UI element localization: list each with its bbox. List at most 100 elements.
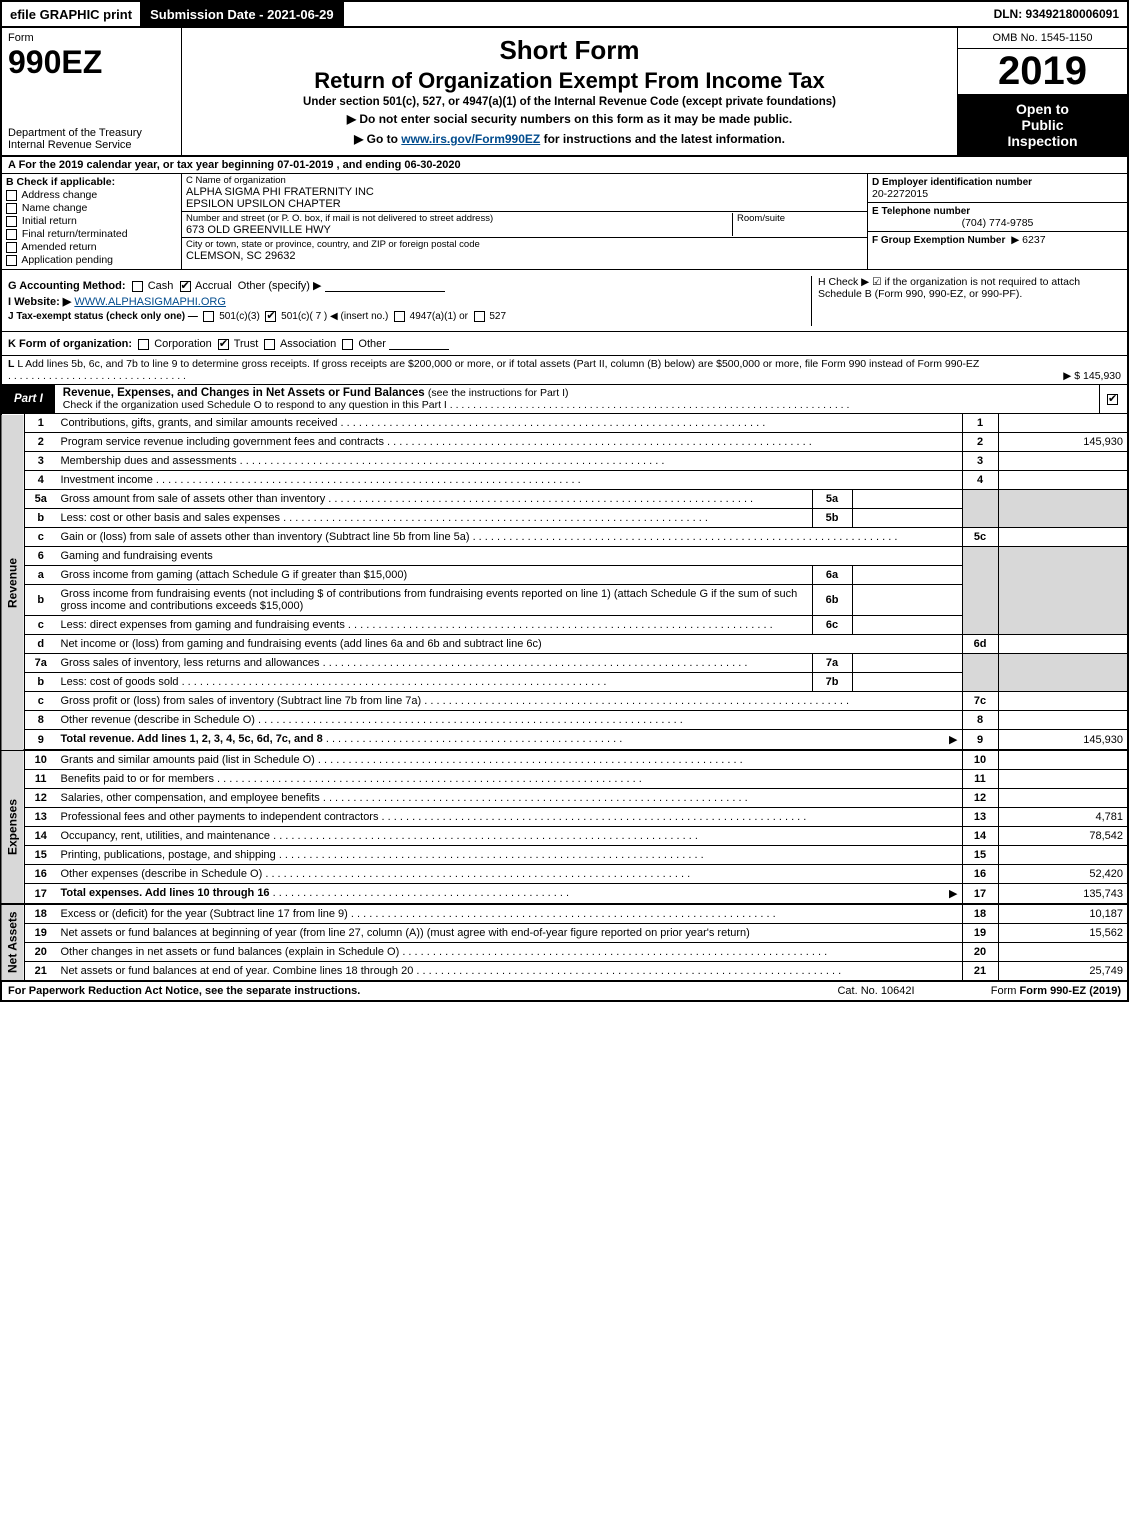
b-column: B Check if applicable: Address change Na… [2, 174, 182, 269]
street-value: 673 OLD GREENVILLE HWY [186, 224, 728, 236]
line-7c: c Gross profit or (loss) from sales of i… [1, 692, 1128, 711]
part1-table: Revenue 1 Contributions, gifts, grants, … [0, 414, 1129, 982]
d-label: D Employer identification number [872, 177, 1032, 188]
chk-assoc[interactable] [264, 339, 275, 350]
line-13: 13 Professional fees and other payments … [1, 808, 1128, 827]
chk-4947[interactable] [394, 311, 405, 322]
city-label: City or town, state or province, country… [186, 239, 863, 250]
line-17: 17 Total expenses. Add lines 10 through … [1, 884, 1128, 905]
open-line1: Open to [960, 101, 1125, 117]
part1-title: Revenue, Expenses, and Changes in Net As… [55, 385, 1099, 413]
open-line2: Public [960, 117, 1125, 133]
chk-501c3[interactable] [203, 311, 214, 322]
netassets-side-label: Net Assets [1, 904, 25, 981]
line-12: 12 Salaries, other compensation, and emp… [1, 789, 1128, 808]
submission-date-button[interactable]: Submission Date - 2021-06-29 [142, 2, 344, 26]
d-ein-row: D Employer identification number 20-2272… [868, 174, 1127, 203]
chk-527[interactable] [474, 311, 485, 322]
chk-address-change[interactable]: Address change [6, 189, 177, 201]
form-number: 990EZ [8, 44, 175, 81]
expenses-side-label: Expenses [1, 750, 25, 904]
city-value: CLEMSON, SC 29632 [186, 250, 863, 262]
part1-header: Part I Revenue, Expenses, and Changes in… [0, 385, 1129, 414]
c-street-row: Number and street (or P. O. box, if mail… [182, 212, 867, 238]
line-7b: b Less: cost of goods sold 7b [1, 673, 1128, 692]
l-row: L L Add lines 5b, 6c, and 7b to line 9 t… [0, 356, 1129, 385]
c-city-row: City or town, state or province, country… [182, 238, 867, 263]
row-a-tax-year: A For the 2019 calendar year, or tax yea… [0, 157, 1129, 174]
chk-initial-return[interactable]: Initial return [6, 215, 177, 227]
open-line3: Inspection [960, 133, 1125, 149]
chk-final-return[interactable]: Final return/terminated [6, 228, 177, 240]
page-footer: For Paperwork Reduction Act Notice, see … [0, 982, 1129, 1002]
line-20: 20 Other changes in net assets or fund b… [1, 943, 1128, 962]
b-label: B Check if applicable: [6, 176, 177, 188]
k-line: K Form of organization: Corporation Trus… [8, 337, 1121, 350]
revenue-side-label: Revenue [1, 414, 25, 750]
c-column: C Name of organization ALPHA SIGMA PHI F… [182, 174, 867, 269]
line-14: 14 Occupancy, rent, utilities, and maint… [1, 827, 1128, 846]
k-block: K Form of organization: Corporation Trus… [0, 332, 1129, 356]
form990ez-link[interactable]: www.irs.gov/Form990EZ [401, 132, 540, 146]
e-label: E Telephone number [872, 206, 970, 217]
g-other-blank[interactable] [325, 279, 445, 292]
part1-schedule-o-check[interactable] [1099, 385, 1127, 413]
street-label: Number and street (or P. O. box, if mail… [186, 213, 728, 224]
line-6c: c Less: direct expenses from gaming and … [1, 616, 1128, 635]
paperwork-notice: For Paperwork Reduction Act Notice, see … [8, 985, 811, 997]
k-other-blank[interactable] [389, 337, 449, 350]
header-right: OMB No. 1545-1150 2019 Open to Public In… [957, 28, 1127, 155]
l-text: L Add lines 5b, 6c, and 7b to line 9 to … [17, 358, 979, 370]
part1-tab: Part I [2, 385, 55, 413]
room-label: Room/suite [737, 213, 863, 224]
line-5c: c Gain or (loss) from sale of assets oth… [1, 528, 1128, 547]
chk-corp[interactable] [138, 339, 149, 350]
line-21: 21 Net assets or fund balances at end of… [1, 962, 1128, 982]
phone-value: (704) 774-9785 [872, 217, 1123, 229]
goto-note: ▶ Go to www.irs.gov/Form990EZ for instru… [190, 132, 949, 146]
goto-prefix: ▶ Go to [354, 132, 401, 146]
dept-treasury: Department of the Treasury [8, 127, 175, 139]
line-19: 19 Net assets or fund balances at beginn… [1, 924, 1128, 943]
chk-cash[interactable] [132, 281, 143, 292]
line-6b: b Gross income from fundraising events (… [1, 585, 1128, 616]
c-name-label: C Name of organization [186, 175, 863, 186]
return-title: Return of Organization Exempt From Incom… [190, 68, 949, 94]
goto-suffix: for instructions and the latest informat… [540, 132, 785, 146]
efile-print-button[interactable]: efile GRAPHIC print [2, 2, 142, 26]
chk-other-org[interactable] [342, 339, 353, 350]
f-value: ▶ 6237 [1011, 234, 1045, 246]
bf-block: B Check if applicable: Address change Na… [0, 174, 1129, 270]
chk-amended-return[interactable]: Amended return [6, 241, 177, 253]
f-label: F Group Exemption Number [872, 235, 1005, 246]
cat-no: Cat. No. 10642I [811, 985, 941, 997]
website-link[interactable]: WWW.ALPHASIGMAPHI.ORG [74, 296, 226, 308]
e-phone-row: E Telephone number (704) 774-9785 [868, 203, 1127, 232]
ein-value: 20-2272015 [872, 188, 928, 200]
chk-trust[interactable] [218, 339, 229, 350]
d-column: D Employer identification number 20-2272… [867, 174, 1127, 269]
form-header: Form 990EZ Department of the Treasury In… [0, 28, 1129, 157]
top-bar: efile GRAPHIC print Submission Date - 20… [0, 0, 1129, 28]
org-name-2: EPSILON UPSILON CHAPTER [186, 198, 863, 210]
part1-note: Check if the organization used Schedule … [63, 399, 850, 411]
chk-501c[interactable] [265, 311, 276, 322]
chk-name-change[interactable]: Name change [6, 202, 177, 214]
open-public-inspection: Open to Public Inspection [958, 95, 1127, 155]
line-7a: 7a Gross sales of inventory, less return… [1, 654, 1128, 673]
line-3: 3 Membership dues and assessments 3 [1, 452, 1128, 471]
short-form-title: Short Form [190, 35, 949, 66]
tax-year: 2019 [958, 49, 1127, 95]
line-1: Revenue 1 Contributions, gifts, grants, … [1, 414, 1128, 433]
line-10: Expenses 10 Grants and similar amounts p… [1, 750, 1128, 770]
f-group-row: F Group Exemption Number ▶ 6237 [868, 232, 1127, 269]
header-left: Form 990EZ Department of the Treasury In… [2, 28, 182, 155]
line-8: 8 Other revenue (describe in Schedule O)… [1, 711, 1128, 730]
line-6: 6 Gaming and fundraising events [1, 547, 1128, 566]
line-16: 16 Other expenses (describe in Schedule … [1, 865, 1128, 884]
line-2: 2 Program service revenue including gove… [1, 433, 1128, 452]
dept-irs: Internal Revenue Service [8, 139, 175, 151]
chk-application-pending[interactable]: Application pending [6, 254, 177, 266]
line-18: Net Assets 18 Excess or (deficit) for th… [1, 904, 1128, 924]
chk-accrual[interactable] [180, 281, 191, 292]
